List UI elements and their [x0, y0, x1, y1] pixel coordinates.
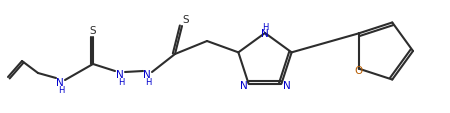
Text: H: H: [118, 78, 124, 87]
Text: N: N: [261, 29, 269, 39]
Text: N: N: [116, 69, 124, 79]
Text: H: H: [262, 22, 268, 31]
Text: H: H: [145, 78, 151, 87]
Text: N: N: [240, 80, 248, 90]
Text: N: N: [143, 69, 151, 79]
Text: S: S: [183, 15, 189, 25]
Text: H: H: [58, 86, 64, 95]
Text: N: N: [56, 77, 64, 87]
Text: S: S: [90, 26, 96, 36]
Text: O: O: [355, 65, 363, 75]
Text: N: N: [283, 80, 290, 90]
